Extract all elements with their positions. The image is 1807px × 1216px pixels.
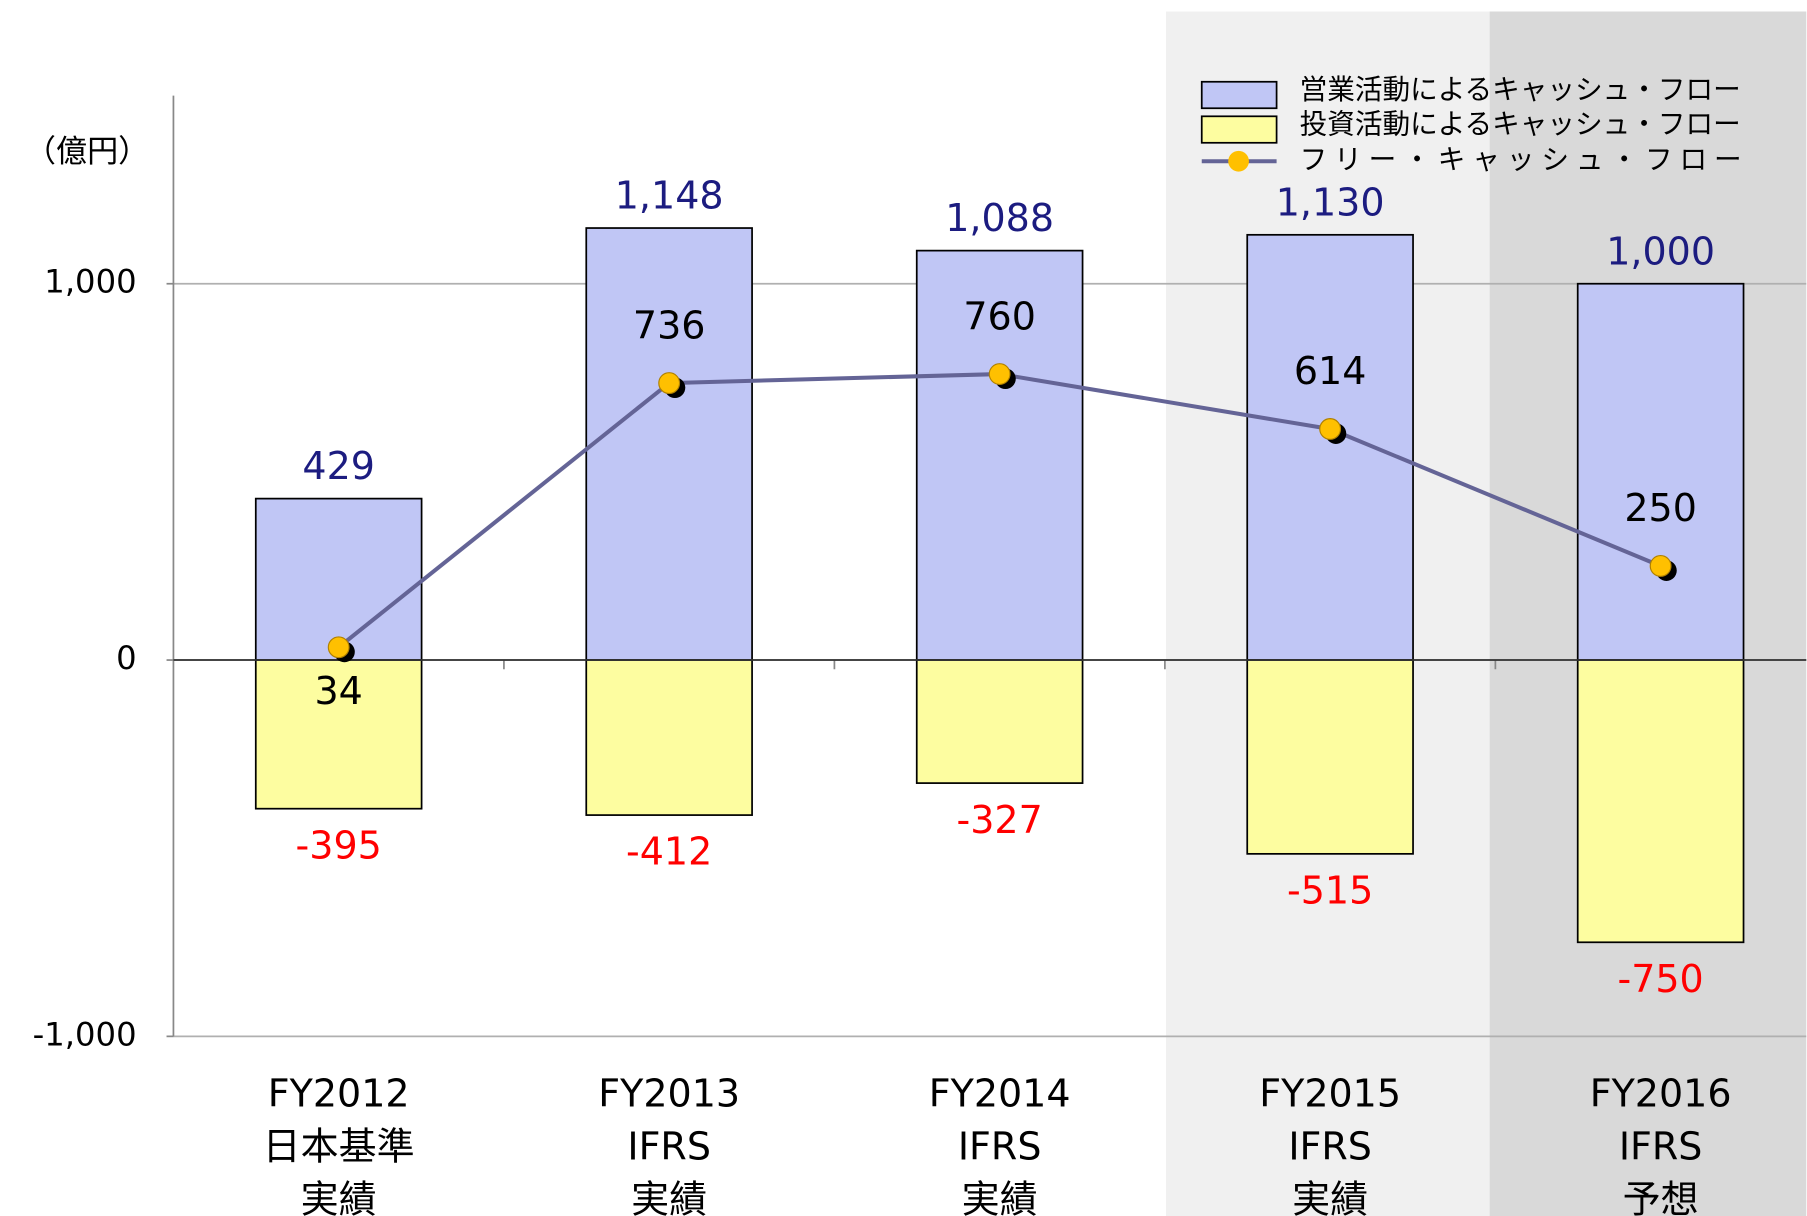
- x-tick-label: 日本基準: [263, 1125, 415, 1169]
- legend-label: 営業活動によるキャッシュ・フロー: [1300, 73, 1741, 106]
- data-label: 250: [1624, 486, 1697, 530]
- x-tick-label: IFRS: [958, 1125, 1042, 1169]
- data-label: 760: [963, 294, 1036, 338]
- x-tick-label: 実績: [631, 1178, 707, 1216]
- data-label: 614: [1294, 349, 1367, 393]
- x-tick-label: FY2015: [1259, 1072, 1401, 1116]
- marker: [1319, 418, 1342, 440]
- marker: [988, 363, 1011, 385]
- x-tick-label: IFRS: [627, 1125, 711, 1169]
- y-tick-label: 0: [116, 639, 137, 677]
- marker: [1649, 555, 1672, 577]
- data-label: 1,088: [945, 196, 1054, 240]
- data-label: -395: [296, 823, 382, 867]
- bar: [585, 659, 753, 816]
- bar: [254, 659, 423, 810]
- data-label: -750: [1617, 957, 1703, 1001]
- x-tick-label: FY2013: [598, 1072, 740, 1116]
- x-tick-label: FY2016: [1590, 1072, 1732, 1116]
- bar: [1246, 659, 1414, 855]
- legend-swatch: [1200, 115, 1278, 144]
- y-tick-label: 1,000: [44, 263, 136, 301]
- x-tick-label: 実績: [962, 1178, 1038, 1216]
- bar: [1576, 282, 1745, 661]
- legend-swatch: [1200, 80, 1278, 110]
- data-label: 429: [302, 444, 375, 488]
- x-tick-label: FY2012: [268, 1072, 410, 1116]
- bar: [915, 659, 1084, 784]
- bar: [915, 249, 1084, 661]
- data-label: 1,148: [615, 174, 724, 218]
- data-label: -327: [957, 798, 1043, 842]
- data-label: 34: [315, 669, 363, 713]
- legend-label: フリー・キャッシュ・フロー: [1300, 143, 1749, 176]
- x-tick-label: 実績: [301, 1178, 377, 1216]
- data-label: 1,130: [1276, 180, 1385, 224]
- bar: [254, 497, 423, 661]
- bar: [1246, 233, 1414, 661]
- x-tick-label: 実績: [1292, 1178, 1368, 1216]
- x-tick-label: FY2014: [929, 1072, 1071, 1116]
- marker: [658, 372, 681, 395]
- y-axis-label: （億円）: [25, 134, 149, 170]
- bar: [1576, 659, 1745, 944]
- legend: 営業活動によるキャッシュ・フロー投資活動によるキャッシュ・フローフリー・キャッシ…: [1200, 73, 1749, 176]
- data-label: -412: [626, 830, 712, 874]
- data-label: 736: [633, 303, 706, 347]
- legend-marker: [1228, 150, 1249, 172]
- bar: [585, 227, 753, 661]
- x-tick-label: IFRS: [1288, 1125, 1372, 1169]
- marker: [327, 636, 350, 659]
- x-tick-label: IFRS: [1619, 1125, 1703, 1169]
- data-label: -515: [1287, 869, 1373, 913]
- data-label: 1,000: [1606, 229, 1715, 273]
- y-tick-label: -1,000: [33, 1015, 137, 1053]
- x-tick-label: 予想: [1623, 1178, 1699, 1216]
- legend-label: 投資活動によるキャッシュ・フロー: [1300, 108, 1741, 141]
